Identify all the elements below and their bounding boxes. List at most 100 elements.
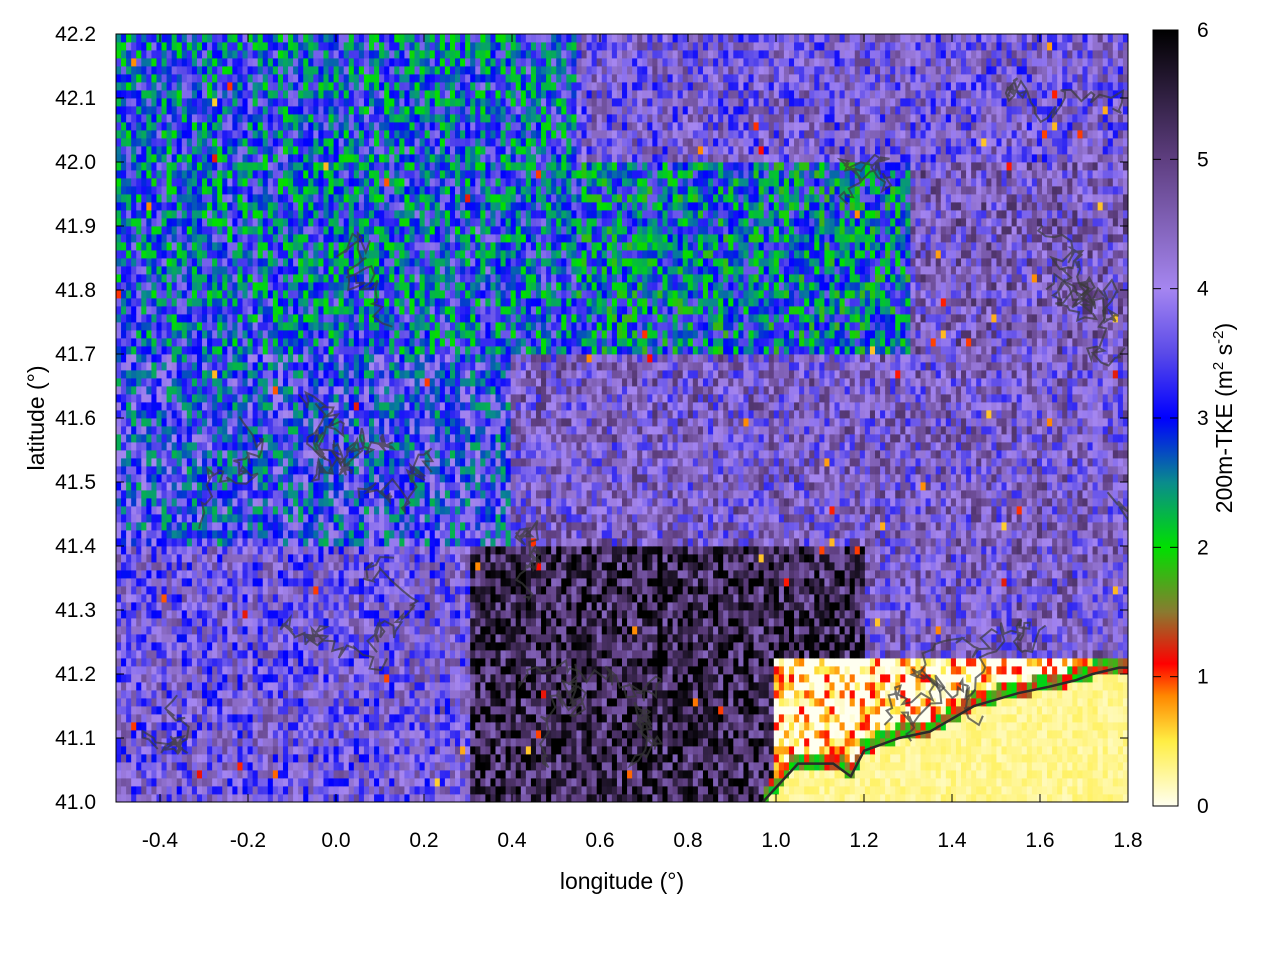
heatmap-cell	[986, 634, 991, 642]
heatmap-cell	[460, 754, 465, 762]
heatmap-cell	[576, 738, 581, 746]
heatmap-cell	[430, 618, 435, 626]
heatmap-cell	[480, 730, 485, 738]
heatmap-cell	[1108, 786, 1113, 794]
heatmap-cell	[926, 626, 931, 634]
heatmap-cell	[708, 730, 713, 738]
heatmap-cell	[162, 658, 167, 666]
heatmap-cell	[936, 626, 941, 634]
heatmap-cell	[475, 770, 480, 778]
heatmap-cell	[1052, 786, 1057, 794]
heatmap-cell	[273, 698, 278, 706]
heatmap-cell	[1027, 762, 1032, 770]
heatmap-cell	[855, 634, 860, 642]
heatmap-cell	[394, 738, 399, 746]
heatmap-cell	[723, 794, 728, 802]
heatmap-cell	[531, 754, 536, 762]
heatmap-cell	[470, 714, 475, 722]
heatmap-cell	[845, 778, 850, 786]
heatmap-cell	[602, 730, 607, 738]
heatmap-cell	[359, 786, 364, 794]
heatmap-cell	[1093, 778, 1098, 786]
heatmap-cell	[248, 754, 253, 762]
heatmap-cell	[344, 786, 349, 794]
heatmap-cell	[232, 658, 237, 666]
heatmap-cell	[652, 650, 657, 658]
heatmap-cell	[212, 762, 217, 770]
heatmap-cell	[759, 730, 764, 738]
heatmap-cell	[835, 730, 840, 738]
heatmap-cell	[743, 658, 748, 666]
heatmap-cell	[141, 674, 146, 682]
heatmap-cell	[1012, 714, 1017, 722]
heatmap-cell	[141, 666, 146, 674]
heatmap-cell	[875, 682, 880, 690]
heatmap-cell	[288, 706, 293, 714]
heatmap-cell	[986, 754, 991, 762]
heatmap-cell	[496, 618, 501, 626]
heatmap-cell	[394, 602, 399, 610]
heatmap-cell	[222, 706, 227, 714]
heatmap-cell	[415, 666, 420, 674]
heatmap-cell	[430, 730, 435, 738]
heatmap-cell	[622, 770, 627, 778]
heatmap-cell	[582, 738, 587, 746]
heatmap-cell	[1088, 770, 1093, 778]
heatmap-cell	[420, 626, 425, 634]
heatmap-cell	[1113, 658, 1118, 666]
heatmap-cell	[926, 754, 931, 762]
heatmap-cell	[1057, 706, 1062, 714]
heatmap-cell	[399, 706, 404, 714]
heatmap-cell	[263, 690, 268, 698]
heatmap-cell	[885, 794, 890, 802]
heatmap-cell	[187, 642, 192, 650]
heatmap-cell	[243, 722, 248, 730]
heatmap-cell	[794, 706, 799, 714]
heatmap-cell	[688, 778, 693, 786]
heatmap-cell	[227, 722, 232, 730]
heatmap-cell	[642, 642, 647, 650]
heatmap-cell	[602, 770, 607, 778]
heatmap-cell	[1103, 634, 1108, 642]
heatmap-cell	[1098, 706, 1103, 714]
heatmap-cell	[222, 650, 227, 658]
heatmap-cell	[749, 738, 754, 746]
heatmap-cell	[774, 738, 779, 746]
heatmap-cell	[232, 778, 237, 786]
heatmap-cell	[187, 690, 192, 698]
heatmap-cell	[728, 650, 733, 658]
heatmap-cell	[657, 602, 662, 610]
heatmap-cell	[693, 690, 698, 698]
heatmap-cell	[718, 650, 723, 658]
heatmap-cell	[642, 626, 647, 634]
heatmap-cell	[318, 682, 323, 690]
heatmap-cell	[607, 602, 612, 610]
heatmap-cell	[298, 794, 303, 802]
heatmap-cell	[511, 770, 516, 778]
heatmap-cell	[339, 610, 344, 618]
heatmap-cell	[1022, 738, 1027, 746]
heatmap-cell	[607, 730, 612, 738]
heatmap-cell	[202, 722, 207, 730]
heatmap-cell	[931, 786, 936, 794]
heatmap-cell	[1017, 754, 1022, 762]
heatmap-cell	[237, 642, 242, 650]
heatmap-cell	[779, 722, 784, 730]
heatmap-cell	[374, 738, 379, 746]
heatmap-cell	[769, 746, 774, 754]
heatmap-cell	[662, 642, 667, 650]
heatmap-cell	[126, 738, 131, 746]
heatmap-cell	[718, 722, 723, 730]
heatmap-cell	[516, 738, 521, 746]
heatmap-cell	[334, 674, 339, 682]
heatmap-cell	[475, 722, 480, 730]
heatmap-cell	[860, 690, 865, 698]
heatmap-cell	[835, 626, 840, 634]
heatmap-cell	[379, 690, 384, 698]
heatmap-cell	[546, 626, 551, 634]
heatmap-cell	[1057, 794, 1062, 802]
heatmap-cell	[526, 690, 531, 698]
heatmap-cell	[313, 786, 318, 794]
heatmap-cell	[344, 610, 349, 618]
heatmap-cell	[536, 698, 541, 706]
